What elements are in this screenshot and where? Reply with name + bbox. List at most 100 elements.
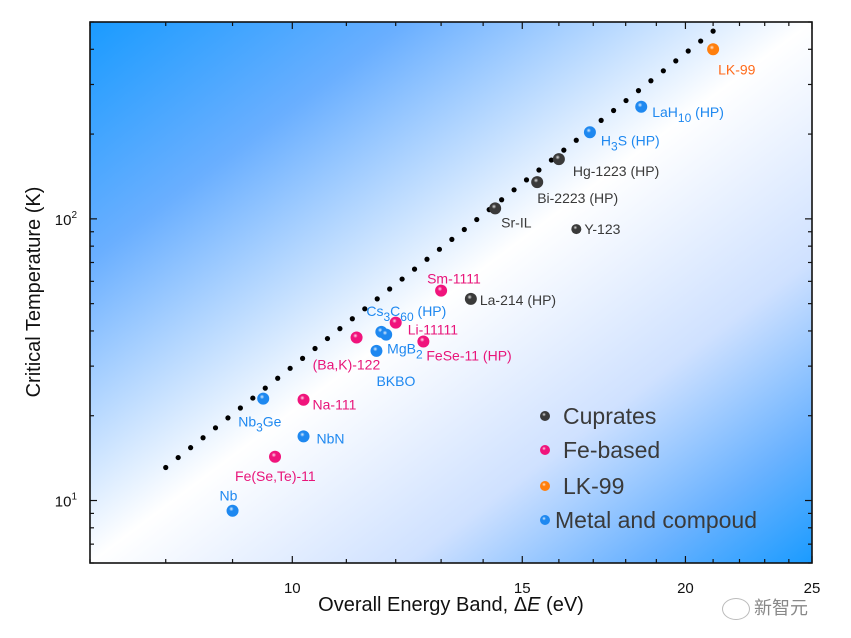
- y-tick-exponent: 2: [71, 210, 77, 221]
- data-point-highlight: [417, 335, 430, 348]
- y-tick-label: 102: [55, 210, 78, 229]
- trend-dot: [648, 78, 654, 84]
- label-part: S (HP): [618, 132, 660, 148]
- label-part: LaH: [652, 104, 678, 120]
- label-part: H: [601, 132, 611, 148]
- trend-dot: [312, 345, 318, 352]
- watermark: 新智元: [722, 594, 808, 620]
- data-point-highlight: [370, 344, 383, 357]
- data-point-highlight: [531, 176, 544, 189]
- trend-dot: [225, 415, 231, 421]
- trend-dot: [337, 326, 343, 332]
- data-label: H3S (HP): [601, 132, 660, 153]
- data-label: FeSe-11 (HP): [426, 347, 511, 363]
- x-tick-labels: 10 15 20 25: [284, 580, 820, 597]
- trend-dot: [387, 286, 393, 292]
- x-tick-label: 25: [804, 580, 821, 597]
- trend-dot: [436, 246, 443, 252]
- trend-dot: [573, 137, 579, 143]
- trend-dot: [635, 88, 642, 94]
- data-point-highlight: [380, 328, 393, 341]
- data-point-highlight: [297, 393, 310, 406]
- watermark-text: 新智元: [754, 598, 808, 619]
- x-tick-label: 15: [514, 580, 531, 597]
- data-label: LaH10 (HP): [652, 104, 724, 125]
- legend-marker-highlight: [540, 411, 550, 421]
- data-point-highlight: [435, 284, 448, 297]
- trend-dot: [660, 68, 666, 74]
- data-point-highlight: [707, 43, 720, 56]
- trend-dot: [698, 38, 704, 44]
- data-label: Cs3C60 (HP): [366, 303, 446, 324]
- trend-dot: [411, 266, 418, 272]
- label-part: 3: [611, 139, 618, 153]
- data-label: NbN: [317, 430, 345, 446]
- data-label: Sr-IL: [501, 214, 532, 230]
- data-point-highlight: [350, 331, 363, 344]
- label-part: Ge: [263, 414, 282, 430]
- data-point-highlight: [257, 392, 270, 405]
- legend-label: Metal and compoud: [555, 507, 757, 533]
- trend-dot: [685, 48, 691, 54]
- data-label: Sm-1111: [427, 271, 481, 287]
- x-axis-title-unit: (eV): [541, 594, 584, 616]
- data-label: (Ba,K)-122: [313, 357, 381, 373]
- trend-dot: [449, 236, 455, 242]
- legend-label: Cuprates: [563, 403, 656, 429]
- label-part: (HP): [414, 303, 447, 319]
- x-axis-title-symbol: E: [527, 594, 541, 616]
- trend-dot: [424, 256, 430, 262]
- data-labels: Hg-1223 (HP) Bi-2223 (HP) Sr-IL Y-123 La-214…: [220, 61, 756, 503]
- trend-dot: [523, 177, 530, 183]
- data-label: Li-11111: [408, 322, 459, 338]
- data-point-highlight: [552, 153, 565, 166]
- trend-dot: [349, 316, 355, 322]
- data-points: [226, 43, 720, 517]
- x-axis-title-delta: Δ: [514, 594, 527, 616]
- trend-dot: [610, 107, 617, 114]
- wechat-icon: [722, 598, 750, 620]
- trend-dot: [175, 454, 181, 461]
- y-tick-base: 10: [55, 494, 72, 511]
- label-part: 10: [678, 111, 692, 125]
- trend-dot: [511, 187, 517, 193]
- label-part: 2: [416, 348, 423, 362]
- data-point-highlight: [226, 504, 239, 517]
- data-point-highlight: [571, 224, 582, 235]
- trend-dot: [324, 335, 331, 342]
- data-point-highlight: [489, 202, 502, 215]
- data-label: MgB2: [387, 341, 423, 362]
- data-point-highlight: [635, 100, 648, 113]
- axis-ticks: [89, 21, 813, 564]
- data-point-highlight: [269, 450, 282, 463]
- trend-dot: [362, 306, 368, 312]
- trend-dot: [710, 28, 716, 34]
- trend-dot: [287, 365, 293, 371]
- data-label: Na-111: [313, 397, 357, 413]
- legend-label: Fe-based: [563, 437, 660, 463]
- x-tick-label: 10: [284, 580, 301, 597]
- trend-dot: [598, 117, 604, 123]
- data-label: Bi-2223 (HP): [537, 190, 618, 206]
- data-label: Nb: [220, 488, 238, 504]
- plot-background: [90, 22, 812, 563]
- x-axis-title-text: Overall Energy Band,: [318, 594, 514, 616]
- legend-marker-highlight: [540, 481, 550, 491]
- data-label: BKBO: [376, 373, 415, 389]
- label-part: 3: [256, 421, 263, 435]
- y-tick-exponent: 1: [71, 492, 77, 503]
- trend-dot: [499, 197, 505, 203]
- trend-dot: [536, 167, 542, 173]
- trend-dot: [548, 157, 554, 163]
- data-point-highlight: [583, 126, 596, 139]
- trend-dot: [474, 216, 480, 223]
- data-point-highlight: [297, 430, 310, 443]
- trend-dot: [461, 226, 467, 233]
- data-point-highlight: [389, 316, 402, 329]
- trend-dot: [200, 435, 206, 441]
- trend-dot: [399, 276, 405, 282]
- data-label: La-214 (HP): [480, 292, 556, 308]
- trend-dot: [262, 385, 268, 391]
- data-label: Nb3Ge: [238, 414, 281, 435]
